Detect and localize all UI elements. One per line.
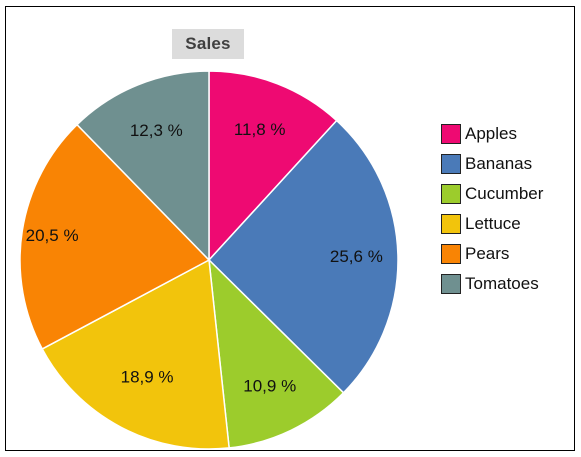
slice-label-apples: 11,8 % <box>234 120 286 139</box>
pie-slice-apples <box>208 70 338 262</box>
legend-label-lettuce: Lettuce <box>465 214 521 233</box>
legend-item-cucumber: Cucumber <box>441 179 576 209</box>
legend-swatch-lettuce <box>441 214 461 234</box>
legend-label-cucumber: Cucumber <box>465 184 544 203</box>
pie-slice-tomatoes <box>75 70 210 262</box>
legend: Apples Bananas Cucumber Lettuce Pears Tomatoe… <box>441 119 576 299</box>
legend-swatch-apples <box>441 124 461 144</box>
slice-label-bananas: 25,6 % <box>330 247 383 266</box>
pie-slice-lettuce <box>41 258 230 450</box>
legend-label-bananas: Bananas <box>465 154 533 173</box>
slice-label-pears: 20,5 % <box>26 226 79 245</box>
slice-label-lettuce: 18,9 % <box>121 367 174 386</box>
legend-label-tomatoes: Tomatoes <box>465 274 539 293</box>
legend-swatch-pears <box>441 244 461 264</box>
slice-label-tomatoes: 12,3 % <box>130 121 183 140</box>
legend-item-pears: Pears <box>441 239 576 269</box>
legend-label-apples: Apples <box>465 124 517 143</box>
pie-slice-pears <box>19 123 211 350</box>
legend-item-bananas: Bananas <box>441 149 576 179</box>
chart-title: Sales <box>172 29 244 59</box>
pie-slice-labels: 11,8 % 25,6 % 10,9 % 18,9 % 20,5 % 12,3 % <box>26 120 383 395</box>
pie-slice-bananas <box>207 119 399 394</box>
legend-item-lettuce: Lettuce <box>441 209 576 239</box>
pie-slices <box>19 70 399 450</box>
legend-item-tomatoes: Tomatoes <box>441 269 576 299</box>
legend-swatch-cucumber <box>441 184 461 204</box>
legend-swatch-bananas <box>441 154 461 174</box>
legend-item-apples: Apples <box>441 119 576 149</box>
legend-label-pears: Pears <box>465 244 510 263</box>
legend-swatch-tomatoes <box>441 274 461 294</box>
slice-label-cucumber: 10,9 % <box>243 376 296 395</box>
pie-slice-cucumber <box>208 257 345 449</box>
